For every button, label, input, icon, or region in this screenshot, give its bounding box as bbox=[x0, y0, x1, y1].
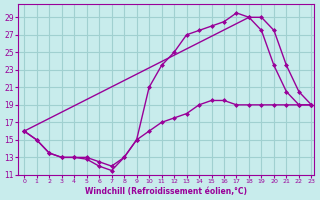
X-axis label: Windchill (Refroidissement éolien,°C): Windchill (Refroidissement éolien,°C) bbox=[85, 187, 247, 196]
